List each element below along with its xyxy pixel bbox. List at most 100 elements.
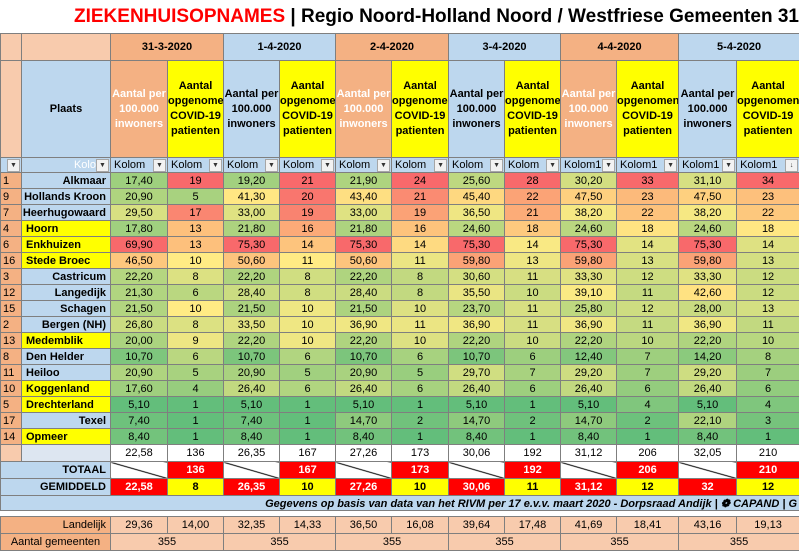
date-header: 5-4-2020 [678, 33, 799, 61]
place-name: Heerhugowaard [21, 204, 111, 221]
row-index: 7 [0, 204, 22, 221]
data-cell: 5,10 [110, 396, 168, 413]
row-index: 1 [0, 172, 22, 189]
data-cell: 10,70 [110, 348, 168, 365]
data-cell: 1 [167, 428, 224, 445]
row-index: 12 [0, 284, 22, 301]
filter-dropdown-icon[interactable]: ▼ [377, 159, 391, 172]
national-cell: 32,35 [223, 516, 280, 534]
data-cell: 17 [167, 204, 224, 221]
filter-dropdown-icon[interactable]: ▼ [321, 159, 335, 172]
data-cell: 4 [616, 396, 680, 413]
table-row: 16 Stede Broec 46,50 10 50,60 11 50,60 11 59,80 1… [0, 252, 799, 269]
filter-column[interactable]: Kolom ▼ [504, 157, 562, 173]
data-cell: 21 [504, 204, 562, 221]
filter-place[interactable]: Kolo ▼ [21, 157, 111, 173]
filter-column[interactable]: Kolom1 ▼ [616, 157, 680, 173]
data-cell: 7 [616, 348, 680, 365]
data-table: 31-3-2020 1-4-2020 2-4-2020 3-4-2020 4-4-202… [0, 33, 799, 551]
total-diagonal [448, 461, 506, 479]
row-index: 13 [0, 332, 22, 349]
date-header: 2-4-2020 [335, 33, 450, 61]
national-cell: 43,16 [678, 516, 738, 534]
filter-label: Kolom1 [682, 159, 720, 171]
admitted-header: Aantal opgenomen COVID-19 patienten [391, 60, 450, 158]
table-row: 7 Heerhugowaard 29,50 17 33,00 19 33,00 19 36,50… [0, 204, 799, 221]
filter-dropdown-icon[interactable]: ▼ [546, 159, 560, 172]
filter-label: Kolom [114, 159, 146, 171]
data-cell: 12 [616, 300, 680, 317]
data-cell: 4 [167, 380, 224, 397]
data-cell: 12,40 [560, 348, 618, 365]
data-cell: 47,50 [560, 188, 618, 205]
filter-column[interactable]: Kolom ▼ [391, 157, 450, 173]
filter-column[interactable]: Kolom ▼ [448, 157, 506, 173]
municipalities-cell: 355 [222, 533, 337, 551]
filter-label: Kolom [227, 159, 259, 171]
place-name: Stede Broec [21, 252, 111, 269]
filter-dropdown-icon[interactable]: ▼ [209, 159, 222, 172]
data-cell: 36,90 [560, 316, 618, 333]
row-index: 15 [0, 300, 22, 317]
per100k-header: Aantal per 100.000 inwoners [223, 60, 280, 158]
filter-column[interactable]: Kolom ▼ [110, 157, 168, 173]
per100k-header: Aantal per 100.000 inwoners [448, 60, 506, 158]
table-row: 6 Enkhuizen 69,90 13 75,30 14 75,30 14 75,30 14 75… [0, 236, 799, 253]
average-cell: 26,35 [223, 478, 280, 496]
filter-idx[interactable]: ▼ [0, 157, 22, 173]
data-cell: 18 [616, 220, 680, 237]
data-cell: 29,20 [678, 364, 738, 381]
data-cell: 5,10 [335, 396, 393, 413]
filter-column[interactable]: Kolom ▼ [223, 157, 280, 173]
filter-dropdown-icon[interactable]: ▼ [434, 159, 448, 172]
filter-dropdown-icon[interactable]: ↓ [785, 159, 799, 172]
average-cell: 12 [736, 478, 799, 496]
filter-dropdown-icon[interactable]: ▼ [602, 159, 616, 172]
data-cell: 6 [736, 380, 799, 397]
filter-column[interactable]: Kolom ▼ [278, 157, 337, 173]
per100k-header: Aantal per 100.000 inwoners [560, 60, 618, 158]
filter-dropdown-icon[interactable]: ▼ [153, 159, 166, 172]
data-cell: 36,50 [448, 204, 506, 221]
filter-dropdown-icon[interactable]: ▼ [7, 159, 20, 172]
filter-column[interactable]: Kolom1 ↓ [736, 157, 799, 173]
data-cell: 22 [504, 188, 562, 205]
data-cell: 28,40 [223, 284, 280, 301]
data-cell: 50,60 [223, 252, 280, 269]
national-cell: 14,00 [167, 516, 224, 534]
filter-column[interactable]: Kolom ▼ [335, 157, 393, 173]
data-cell: 21,30 [110, 284, 168, 301]
data-cell: 10 [278, 316, 337, 333]
data-cell: 22,20 [335, 332, 393, 349]
average-row: GEMIDDELD 22,58 8 26,35 10 27,26 10 30,06 11 31,1… [0, 478, 799, 496]
data-cell: 8 [167, 316, 224, 333]
sum-cell: 167 [278, 444, 337, 462]
average-cell: 22,58 [110, 478, 168, 496]
data-cell: 21 [278, 172, 337, 189]
total-diagonal [335, 461, 393, 479]
data-cell: 36,90 [335, 316, 393, 333]
data-cell: 14,20 [678, 348, 738, 365]
data-cell: 1 [616, 428, 680, 445]
filter-dropdown-icon[interactable]: ▼ [96, 159, 109, 172]
filter-dropdown-icon[interactable]: ▼ [265, 159, 278, 172]
filter-column[interactable]: Kolom1 ▼ [678, 157, 738, 173]
admitted-header: Aantal opgenomen COVID-19 patienten [736, 60, 799, 158]
place-name: Medemblik [21, 332, 111, 349]
filter-dropdown-icon[interactable]: ▼ [664, 159, 678, 172]
data-cell: 1 [167, 396, 224, 413]
filter-column[interactable]: Kolom ▼ [167, 157, 224, 173]
filter-dropdown-icon[interactable]: ▼ [722, 159, 736, 172]
table-row: 4 Hoorn 17,80 13 21,80 16 21,80 16 24,60 18 24,60 1… [0, 220, 799, 237]
data-cell: 8 [278, 284, 337, 301]
data-cell: 22 [736, 204, 799, 221]
sum-cell: 26,35 [223, 444, 280, 462]
table-row: 9 Hollands Kroon 20,90 5 41,30 20 43,40 21 45,40… [0, 188, 799, 205]
filter-column[interactable]: Kolom1 ▼ [560, 157, 618, 173]
data-cell: 11 [391, 316, 450, 333]
filter-dropdown-icon[interactable]: ▼ [490, 159, 504, 172]
data-cell: 14 [616, 236, 680, 253]
data-cell: 13 [167, 220, 224, 237]
sum-cell: 173 [391, 444, 450, 462]
sum-label [21, 444, 111, 462]
